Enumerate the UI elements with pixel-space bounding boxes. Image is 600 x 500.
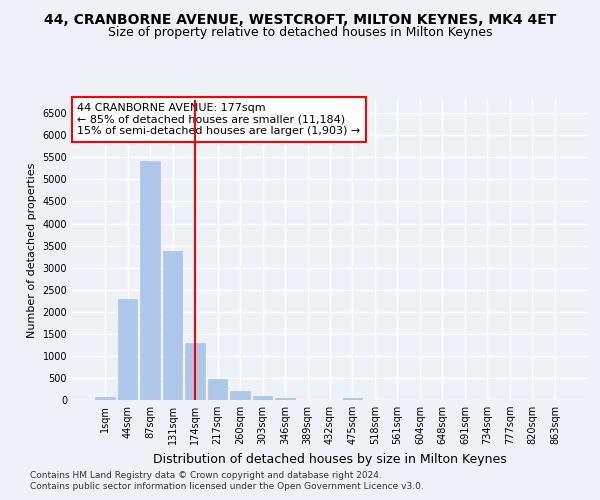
Bar — [163, 251, 182, 400]
Text: 44 CRANBORNE AVENUE: 177sqm
← 85% of detached houses are smaller (11,184)
15% of: 44 CRANBORNE AVENUE: 177sqm ← 85% of det… — [77, 103, 361, 136]
Bar — [275, 398, 295, 400]
Bar — [343, 398, 362, 400]
Bar — [208, 379, 227, 400]
Text: Contains HM Land Registry data © Crown copyright and database right 2024.: Contains HM Land Registry data © Crown c… — [30, 471, 382, 480]
Bar — [253, 396, 272, 400]
Bar — [185, 342, 205, 400]
Bar — [140, 161, 160, 400]
Text: Size of property relative to detached houses in Milton Keynes: Size of property relative to detached ho… — [108, 26, 492, 39]
Bar — [230, 390, 250, 400]
Bar — [118, 300, 137, 400]
Text: Contains public sector information licensed under the Open Government Licence v3: Contains public sector information licen… — [30, 482, 424, 491]
Bar — [95, 396, 115, 400]
Y-axis label: Number of detached properties: Number of detached properties — [27, 162, 37, 338]
X-axis label: Distribution of detached houses by size in Milton Keynes: Distribution of detached houses by size … — [153, 452, 507, 466]
Text: 44, CRANBORNE AVENUE, WESTCROFT, MILTON KEYNES, MK4 4ET: 44, CRANBORNE AVENUE, WESTCROFT, MILTON … — [44, 12, 556, 26]
